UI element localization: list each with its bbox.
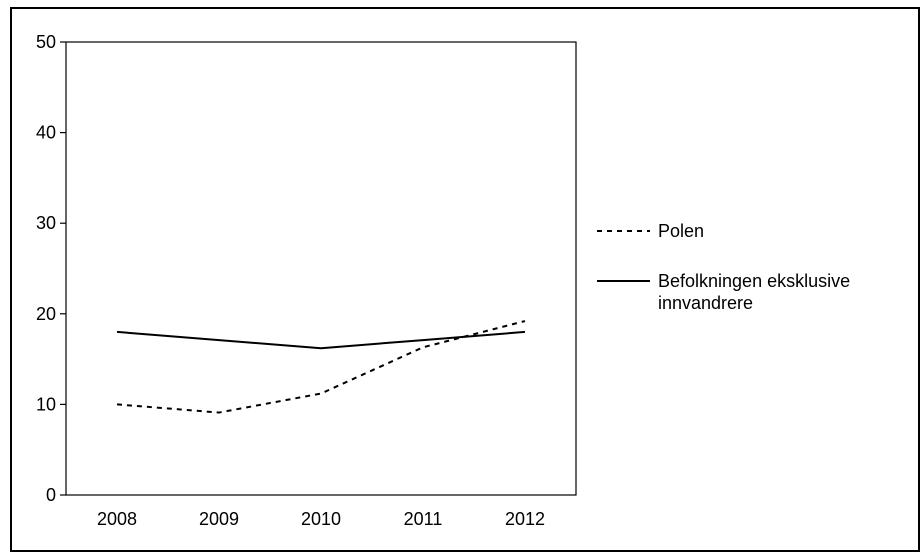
- x-tick-label: 2010: [301, 509, 341, 529]
- x-tick-label: 2009: [199, 509, 239, 529]
- x-tick-label: 2012: [505, 509, 545, 529]
- x-tick-label: 2008: [97, 509, 137, 529]
- legend-label-2: Befolkningen eksklusive: [658, 271, 850, 291]
- y-tick-label: 10: [36, 394, 56, 414]
- y-tick-label: 30: [36, 213, 56, 233]
- y-tick-label: 0: [46, 485, 56, 505]
- axes-group: 0 10 20 30 40 50 2008 2009 2010 2011 2012: [36, 32, 577, 529]
- legend-label-2: innvandrere: [658, 293, 753, 313]
- x-tick-label: 2011: [404, 509, 443, 529]
- y-tick-label: 40: [36, 123, 56, 143]
- legend-label-1: Polen: [658, 221, 704, 241]
- series-group: [116, 320, 526, 414]
- y-tick-label: 20: [36, 304, 56, 324]
- y-tick-label: 50: [36, 32, 56, 52]
- plot-border: [65, 41, 577, 496]
- series-line-2: [116, 330, 526, 350]
- series-line-1: [116, 320, 526, 414]
